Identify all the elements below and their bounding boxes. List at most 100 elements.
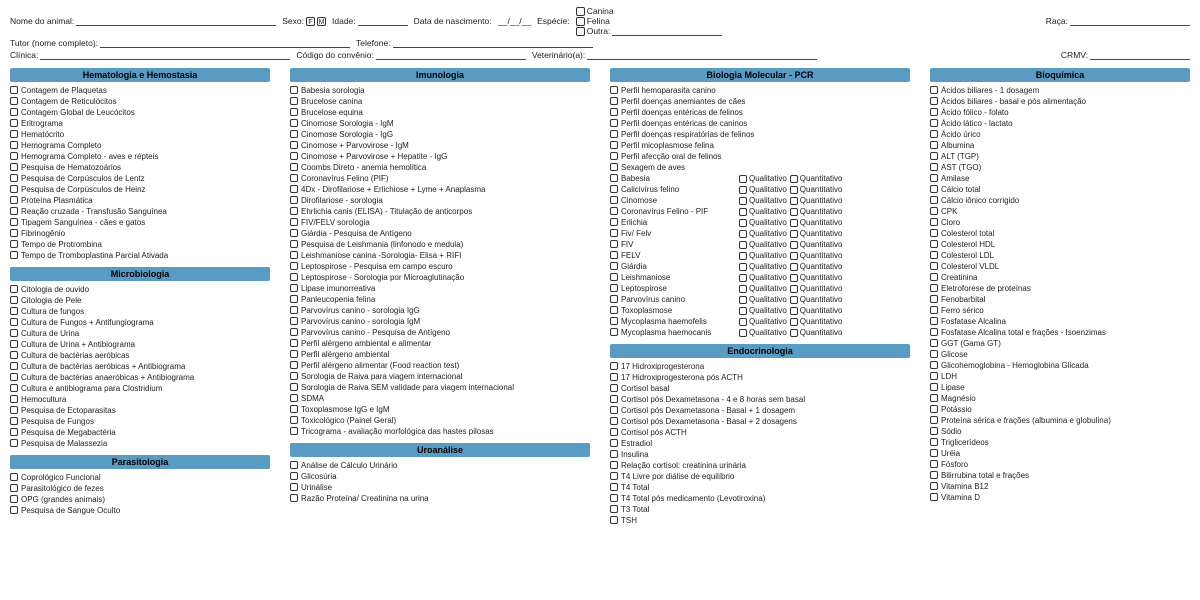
checkbox[interactable] <box>290 350 298 358</box>
checkbox[interactable] <box>930 328 938 336</box>
checkbox-quantitativo[interactable] <box>790 230 798 238</box>
checkbox[interactable] <box>610 185 618 193</box>
checkbox-quantitativo[interactable] <box>790 197 798 205</box>
checkbox-quantitativo[interactable] <box>790 186 798 194</box>
checkbox[interactable] <box>290 461 298 469</box>
checkbox[interactable] <box>10 417 18 425</box>
checkbox[interactable] <box>10 285 18 293</box>
checkbox[interactable] <box>610 240 618 248</box>
field-clinica[interactable] <box>40 50 290 60</box>
checkbox[interactable] <box>930 361 938 369</box>
checkbox-qualitativo[interactable] <box>739 186 747 194</box>
checkbox[interactable] <box>930 449 938 457</box>
checkbox[interactable] <box>290 174 298 182</box>
checkbox[interactable] <box>290 108 298 116</box>
checkbox-outra[interactable] <box>576 27 585 36</box>
checkbox[interactable] <box>10 119 18 127</box>
checkbox[interactable] <box>930 185 938 193</box>
checkbox[interactable] <box>10 384 18 392</box>
checkbox[interactable] <box>290 394 298 402</box>
checkbox-qualitativo[interactable] <box>739 329 747 337</box>
checkbox[interactable] <box>290 405 298 413</box>
checkbox[interactable] <box>10 439 18 447</box>
checkbox-qualitativo[interactable] <box>739 274 747 282</box>
checkbox[interactable] <box>610 417 618 425</box>
checkbox[interactable] <box>930 416 938 424</box>
checkbox[interactable] <box>10 428 18 436</box>
checkbox[interactable] <box>290 130 298 138</box>
checkbox[interactable] <box>10 229 18 237</box>
checkbox[interactable] <box>290 284 298 292</box>
checkbox[interactable] <box>10 362 18 370</box>
checkbox[interactable] <box>290 262 298 270</box>
field-raca[interactable] <box>1070 16 1190 26</box>
checkbox-qualitativo[interactable] <box>739 285 747 293</box>
checkbox[interactable] <box>610 207 618 215</box>
field-telefone[interactable] <box>393 38 593 48</box>
checkbox[interactable] <box>610 428 618 436</box>
checkbox[interactable] <box>610 317 618 325</box>
checkbox[interactable] <box>290 317 298 325</box>
checkbox-qualitativo[interactable] <box>739 241 747 249</box>
checkbox[interactable] <box>610 218 618 226</box>
checkbox[interactable] <box>290 97 298 105</box>
checkbox[interactable] <box>290 295 298 303</box>
checkbox-felina[interactable] <box>576 17 585 26</box>
checkbox[interactable] <box>10 218 18 226</box>
checkbox-sexo-f[interactable]: F <box>306 17 315 26</box>
checkbox[interactable] <box>290 207 298 215</box>
checkbox[interactable] <box>290 383 298 391</box>
checkbox[interactable] <box>290 328 298 336</box>
checkbox[interactable] <box>930 284 938 292</box>
checkbox-quantitativo[interactable] <box>790 296 798 304</box>
checkbox[interactable] <box>610 152 618 160</box>
checkbox[interactable] <box>290 472 298 480</box>
checkbox[interactable] <box>610 174 618 182</box>
checkbox[interactable] <box>10 373 18 381</box>
checkbox[interactable] <box>290 372 298 380</box>
checkbox[interactable] <box>930 482 938 490</box>
checkbox[interactable] <box>930 438 938 446</box>
checkbox[interactable] <box>610 306 618 314</box>
checkbox[interactable] <box>610 395 618 403</box>
checkbox[interactable] <box>930 427 938 435</box>
checkbox[interactable] <box>10 296 18 304</box>
checkbox[interactable] <box>610 516 618 524</box>
checkbox[interactable] <box>610 494 618 502</box>
checkbox[interactable] <box>930 108 938 116</box>
checkbox[interactable] <box>610 196 618 204</box>
checkbox[interactable] <box>10 86 18 94</box>
checkbox[interactable] <box>290 306 298 314</box>
checkbox[interactable] <box>10 141 18 149</box>
checkbox[interactable] <box>610 141 618 149</box>
checkbox[interactable] <box>610 119 618 127</box>
checkbox[interactable] <box>930 339 938 347</box>
checkbox[interactable] <box>930 394 938 402</box>
checkbox[interactable] <box>930 229 938 237</box>
checkbox[interactable] <box>610 86 618 94</box>
checkbox-qualitativo[interactable] <box>739 219 747 227</box>
checkbox[interactable] <box>10 318 18 326</box>
checkbox[interactable] <box>290 483 298 491</box>
checkbox[interactable] <box>610 108 618 116</box>
field-crmv[interactable] <box>1090 50 1190 60</box>
checkbox[interactable] <box>930 317 938 325</box>
checkbox[interactable] <box>930 240 938 248</box>
checkbox[interactable] <box>610 273 618 281</box>
checkbox[interactable] <box>610 97 618 105</box>
checkbox[interactable] <box>610 373 618 381</box>
field-veterinario[interactable] <box>587 50 817 60</box>
checkbox[interactable] <box>930 460 938 468</box>
checkbox[interactable] <box>10 340 18 348</box>
checkbox-qualitativo[interactable] <box>739 263 747 271</box>
checkbox-qualitativo[interactable] <box>739 296 747 304</box>
checkbox[interactable] <box>930 372 938 380</box>
checkbox[interactable] <box>930 119 938 127</box>
checkbox[interactable] <box>610 406 618 414</box>
checkbox[interactable] <box>930 405 938 413</box>
checkbox-quantitativo[interactable] <box>790 252 798 260</box>
checkbox[interactable] <box>10 130 18 138</box>
checkbox[interactable] <box>930 295 938 303</box>
checkbox[interactable] <box>610 328 618 336</box>
checkbox[interactable] <box>610 251 618 259</box>
